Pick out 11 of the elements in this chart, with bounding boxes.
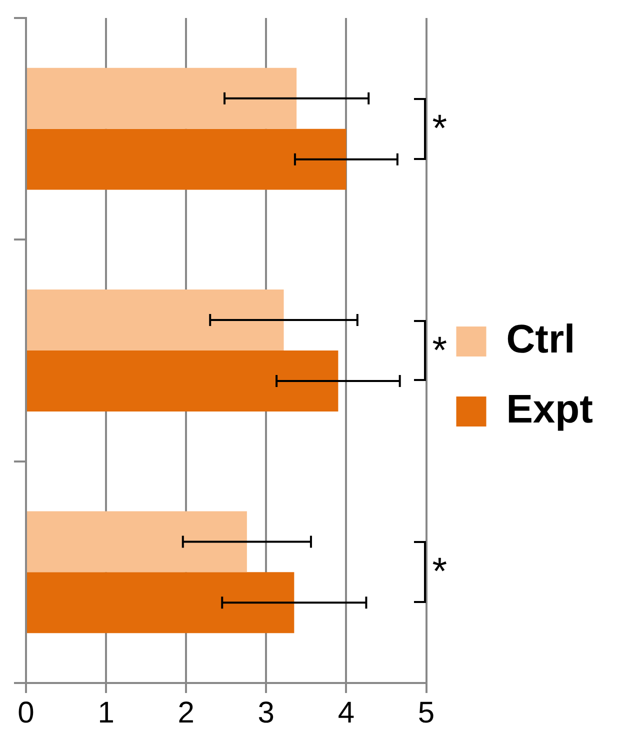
x-tick-label: 5 bbox=[418, 696, 435, 730]
x-tick-label: 4 bbox=[338, 696, 355, 730]
x-tick-label: 0 bbox=[18, 696, 34, 730]
legend-label: Expt bbox=[506, 388, 593, 432]
x-tick-label: 3 bbox=[258, 696, 274, 730]
text: * bbox=[432, 106, 448, 151]
legend-label: Ctrl bbox=[506, 318, 576, 362]
text: * bbox=[432, 550, 448, 594]
x-tick-label: 1 bbox=[98, 696, 114, 730]
text: * bbox=[432, 328, 448, 372]
x-tick-label: 2 bbox=[178, 696, 194, 730]
